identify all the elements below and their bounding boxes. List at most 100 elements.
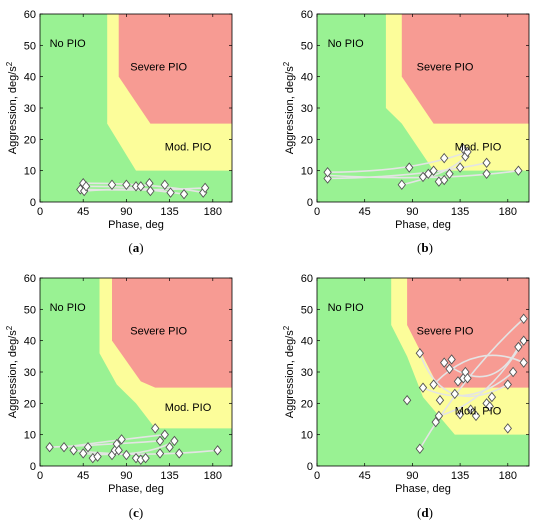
region-severe-pio (118, 14, 232, 124)
data-point (107, 179, 117, 190)
data-point (165, 441, 174, 453)
data-point (213, 445, 222, 456)
x-tick-label: 90 (406, 470, 418, 482)
y-axis-label: Aggression, deg/s2 (5, 61, 20, 154)
x-tick-label: 180 (204, 206, 222, 218)
data-point (424, 168, 433, 180)
data-point (415, 443, 424, 454)
data-point (146, 185, 155, 197)
x-tick-label: 135 (160, 470, 178, 482)
data-point (431, 416, 440, 428)
y-tick-label: 50 (24, 40, 36, 52)
data-point (170, 435, 179, 447)
x-tick-label: 135 (451, 206, 469, 218)
data-point (415, 347, 424, 359)
panel-caption: (a) (128, 240, 143, 255)
data-point (402, 394, 412, 406)
trace-line (327, 162, 487, 180)
data-point (519, 357, 528, 368)
data-point (440, 174, 449, 186)
y-axis-label: Aggression, deg/s2 (5, 325, 20, 418)
data-point (445, 363, 454, 375)
y-tick-label: 20 (24, 398, 36, 410)
x-axis-label: Phase, deg (395, 219, 451, 231)
region-label-severe-pio: Severe PIO (417, 325, 474, 337)
chart-panel-b: 0 45 90 135 180 0 10 20 30 40 50 60 Phase, deg Aggres… (282, 9, 530, 255)
region-label-no-pio: No PIO (328, 38, 365, 50)
x-tick-label: 180 (499, 470, 517, 482)
y-tick-label: 0 (307, 461, 313, 473)
data-point (434, 410, 444, 422)
data-point (463, 146, 472, 158)
y-tick-label: 20 (24, 134, 36, 146)
data-point (179, 188, 189, 200)
data-point (482, 157, 491, 169)
chart-panel-c: 0 45 90 135 180 0 10 20 30 40 50 60 Phase, deg Aggres… (5, 273, 233, 520)
y-tick-label: 30 (24, 367, 36, 379)
data-point (175, 448, 184, 459)
data-point (405, 162, 414, 173)
data-point (435, 394, 445, 406)
data-point (200, 182, 210, 194)
data-point (514, 165, 523, 176)
y-axis-label: Aggression, deg/s2 (282, 325, 297, 418)
data-point (151, 423, 160, 434)
data-point (136, 181, 145, 192)
y-axis-label: Aggression, deg/s2 (282, 61, 297, 154)
data-point (93, 451, 102, 462)
x-tick-label: 45 (359, 206, 371, 218)
trace-line (401, 156, 466, 186)
data-point (114, 445, 123, 456)
data-point (453, 376, 463, 387)
data-point (519, 335, 528, 346)
data-point (69, 445, 78, 456)
data-point (160, 429, 169, 440)
y-tick-label: 10 (301, 430, 313, 442)
data-point (455, 409, 465, 420)
data-point (487, 391, 497, 403)
x-tick-label: 45 (77, 470, 89, 482)
x-axis-label: Phase, deg (108, 483, 164, 495)
y-tick-label: 20 (301, 134, 313, 146)
y-tick-label: 50 (24, 304, 36, 316)
y-tick-label: 40 (24, 336, 36, 348)
y-tick-label: 40 (24, 72, 36, 84)
data-point (466, 404, 475, 415)
y-tick-label: 10 (301, 166, 313, 178)
region-label-mod-pio: Mod. PIO (165, 141, 212, 153)
region-severe-pio (112, 278, 232, 388)
data-point (482, 398, 491, 409)
x-tick-label: 135 (160, 206, 178, 218)
y-tick-label: 30 (301, 367, 313, 379)
data-point (141, 452, 150, 464)
data-point (519, 313, 528, 324)
data-point (445, 168, 454, 180)
data-point (485, 401, 494, 412)
x-axis-label: Phase, deg (395, 483, 451, 495)
y-tick-label: 0 (30, 197, 36, 209)
y-tick-label: 40 (301, 336, 313, 348)
region-label-mod-pio: Mod. PIO (455, 405, 502, 417)
region-label-no-pio: No PIO (50, 38, 87, 50)
region-label-no-pio: No PIO (328, 302, 365, 314)
region-label-severe-pio: Severe PIO (417, 61, 474, 73)
data-point (503, 379, 512, 390)
y-tick-label: 60 (24, 273, 36, 285)
x-tick-label: 0 (37, 470, 43, 482)
data-point (122, 179, 131, 190)
trace-line (422, 371, 514, 397)
trace-line (433, 354, 525, 386)
data-point (160, 179, 169, 190)
y-tick-label: 60 (301, 9, 313, 21)
data-point (155, 435, 165, 447)
data-point (45, 441, 54, 453)
data-point (429, 379, 438, 390)
panel-caption: (c) (129, 505, 143, 520)
region-label-mod-pio: Mod. PIO (455, 141, 502, 153)
x-tick-label: 90 (406, 206, 418, 218)
chart-panel-d: 0 45 90 135 180 0 10 20 30 40 50 60 Phase, deg Aggres… (282, 273, 530, 520)
data-point (155, 448, 165, 459)
y-tick-label: 30 (301, 103, 313, 115)
region-severe-pio (401, 14, 529, 124)
